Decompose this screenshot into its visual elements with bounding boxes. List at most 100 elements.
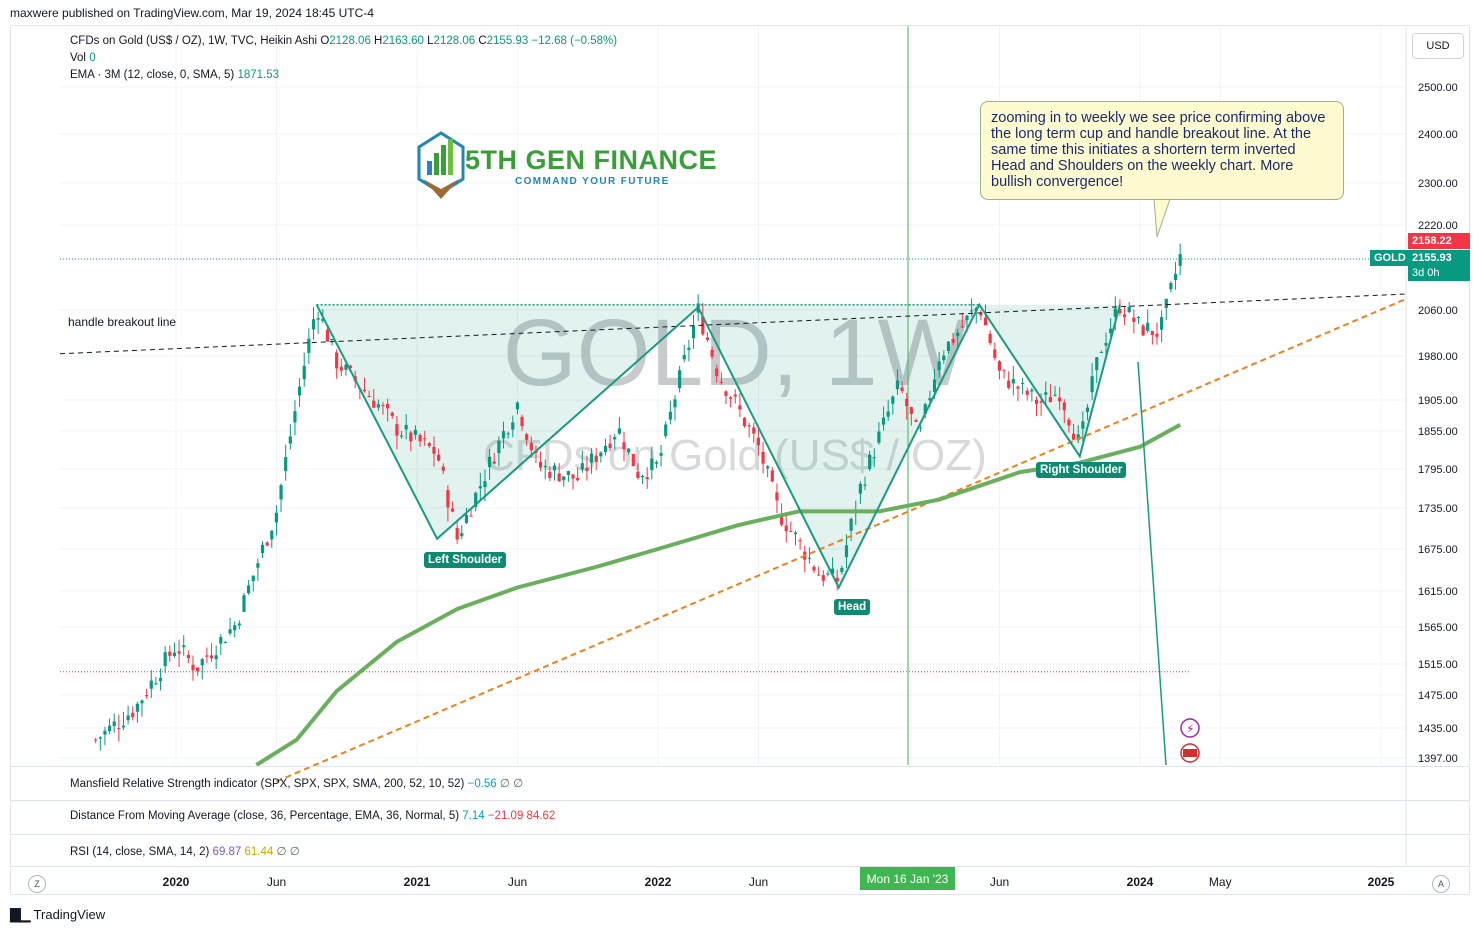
candle-body [747, 425, 751, 427]
candle-body [214, 655, 218, 660]
candle-body [321, 318, 325, 321]
candle-body [1071, 433, 1076, 440]
candle-body [631, 453, 635, 467]
candle-body [919, 427, 923, 429]
candle-body [909, 407, 913, 414]
candle-body [149, 680, 153, 689]
candle-body [297, 386, 302, 396]
candle-body [362, 389, 367, 392]
ema-legend[interactable]: EMA · 3M (12, close, 0, SMA, 5) 1871.53 [70, 69, 279, 81]
candle-body [1002, 369, 1006, 371]
candle-body [1090, 376, 1094, 393]
y-tick-label: 2400.00 [1418, 129, 1458, 141]
left-shoulder-label[interactable]: Left Shoulder [424, 552, 507, 568]
right-shoulder-label[interactable]: Right Shoulder [1036, 462, 1127, 478]
candle-body [427, 443, 431, 446]
candle-body [691, 325, 696, 339]
candle-body [423, 438, 427, 440]
candle-body [223, 642, 228, 644]
dfma-value-1: 7.14 [462, 810, 485, 822]
candle-body [603, 445, 608, 453]
pane-separator[interactable] [10, 766, 1470, 767]
us-flag-icon [1183, 749, 1197, 757]
dfma-value-2: −21.09 [487, 810, 524, 822]
auto-scale-button[interactable]: A [1432, 875, 1450, 893]
y-tick-label: 1515.00 [1418, 659, 1458, 671]
candle-body [1122, 314, 1127, 318]
candle-body [594, 455, 598, 462]
candle-body [729, 397, 733, 399]
y-tick-label: 1905.00 [1418, 395, 1458, 407]
candle-body [970, 310, 974, 312]
candle-body [710, 349, 714, 357]
candle-body [719, 381, 723, 383]
candle-body [705, 337, 710, 340]
candle-body [242, 595, 246, 612]
candle-body [1146, 322, 1150, 331]
candle-body [163, 652, 167, 667]
candle-body [256, 563, 260, 568]
candle-body [1178, 254, 1182, 266]
candle-body [1039, 401, 1043, 403]
candle-body [413, 429, 418, 435]
candle-body [390, 412, 394, 416]
candle-body [135, 703, 139, 712]
y-tick-label: 1735.00 [1418, 503, 1458, 515]
candle-body [228, 629, 232, 634]
candle-body [316, 318, 320, 320]
candle-body [1164, 298, 1168, 308]
currency-button[interactable]: USD [1412, 33, 1464, 59]
pane-separator[interactable] [10, 800, 1470, 801]
candle-body [107, 725, 112, 732]
candle-body [599, 452, 603, 457]
candle-body [571, 474, 575, 479]
volume-legend[interactable]: Vol 0 [70, 52, 96, 64]
symbol-legend[interactable]: CFDs on Gold (US$ / OZ), 1W, TVC, Heikin… [70, 35, 617, 47]
candle-body [608, 443, 612, 449]
annotation-note[interactable]: zooming in to weekly we see price confir… [980, 101, 1344, 200]
candle-body [1127, 306, 1131, 313]
candle-body [627, 448, 631, 453]
candle-body [1048, 397, 1052, 403]
candle-body [756, 437, 761, 446]
candle-body [511, 422, 515, 430]
candle-body [858, 483, 862, 494]
dfma-legend[interactable]: Distance From Moving Average (close, 36,… [70, 810, 555, 822]
candle-body [566, 471, 570, 475]
rsi-legend[interactable]: RSI (14, close, SMA, 14, 2) 69.87 61.44 … [70, 844, 300, 858]
candle-body [335, 352, 339, 369]
candle-body [821, 575, 825, 581]
mansfield-legend[interactable]: Mansfield Relative Strength indicator (S… [70, 776, 523, 790]
handle-breakout-label: handle breakout line [68, 315, 176, 329]
candle-body [960, 326, 964, 328]
zoom-reset-button[interactable]: Z [28, 875, 46, 893]
candle-body [520, 416, 524, 427]
candle-body [325, 329, 329, 342]
candle-body [330, 339, 334, 341]
ohlc-low: 2128.06 [433, 35, 476, 47]
candle-body [928, 398, 932, 401]
candle-body [988, 333, 992, 344]
symbol-title: CFDs on Gold (US$ / OZ), 1W, TVC, Heikin… [70, 35, 318, 47]
y-tick-label: 1615.00 [1418, 586, 1458, 598]
candle-body [766, 466, 770, 469]
candle-body [840, 567, 844, 572]
pane-separator[interactable] [10, 834, 1470, 835]
candle-body [863, 484, 867, 486]
cup-handle-pattern-line [315, 302, 1121, 590]
candle-body [399, 435, 404, 437]
candle-body [154, 683, 158, 685]
ema-label: EMA · 3M (12, close, 0, SMA, 5) [70, 69, 235, 81]
candle-body [881, 417, 886, 425]
candle-body [450, 508, 455, 512]
x-tick-label: Jun [508, 875, 527, 889]
candle-body [464, 514, 469, 523]
candle-body [826, 573, 830, 575]
candle-body [983, 317, 988, 326]
candle-body [742, 417, 747, 427]
brand-subtitle: COMMAND YOUR FUTURE [515, 176, 670, 187]
mansfield-empty-1: ∅ [499, 778, 510, 790]
candle-body [877, 431, 881, 443]
head-label[interactable]: Head [834, 599, 871, 615]
